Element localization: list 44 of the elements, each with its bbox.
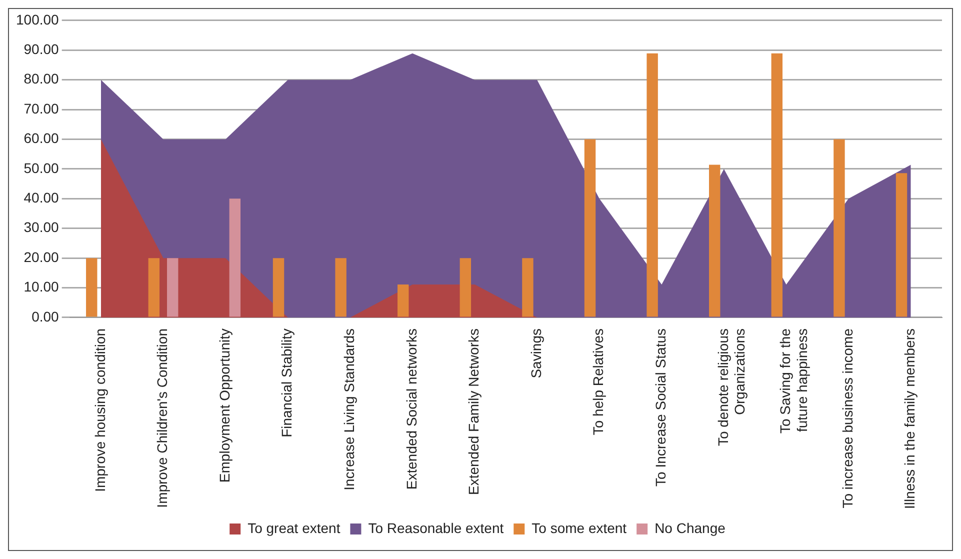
x-tick-label: To help Relatives (590, 328, 606, 436)
x-tick-label: Extended Social networks (403, 328, 420, 490)
x-tick-label: Improve Children's Condition (154, 328, 170, 508)
legend-label: To Reasonable extent (368, 520, 504, 536)
x-tick-label: Employment Opportunity (216, 328, 232, 483)
legend-label: To great extent (248, 520, 340, 536)
bar (522, 258, 534, 317)
x-tick-label: To Increase Social Status (652, 328, 669, 486)
bar (896, 173, 908, 317)
legend-label: To some extent (532, 520, 627, 536)
bar (709, 164, 720, 317)
y-tick-label: 80.00 (24, 70, 60, 87)
bar (646, 53, 658, 317)
bar (335, 258, 346, 317)
x-tick-label: Improve housing condition (92, 328, 108, 492)
x-tick-label: To denote religious Organizations (714, 328, 748, 446)
y-tick-label: 50.00 (24, 160, 60, 176)
y-tick-label: 40.00 (24, 190, 60, 206)
y-tick-label: 70.00 (24, 100, 60, 116)
y-tick-label: 30.00 (24, 219, 60, 236)
bar (229, 198, 241, 317)
x-tick-label: Financial Stability (278, 328, 295, 438)
bar (771, 53, 783, 317)
x-tick-label: Savings (528, 328, 544, 378)
y-tick-label: 90.00 (24, 40, 60, 57)
bar (584, 139, 596, 317)
legend-label: No Change (654, 520, 726, 536)
x-tick-label: To increase business income (839, 328, 856, 508)
bar (167, 258, 178, 317)
bar (148, 258, 160, 317)
y-tick-label: 100.00 (16, 11, 60, 28)
x-tick-label: Illness in the family members (902, 328, 918, 510)
y-tick-label: 0.00 (32, 308, 60, 324)
y-tick-label: 10.00 (24, 278, 60, 295)
y-tick-label: 20.00 (24, 248, 60, 265)
x-tick-label: Increase Living Standards (341, 328, 358, 490)
bar (834, 139, 845, 317)
x-tick-label: To Saving for the future happiness (777, 328, 810, 434)
x-tick-label: Extended Family Networks (466, 328, 482, 496)
bar (398, 284, 409, 317)
y-tick-label: 60.00 (24, 130, 60, 146)
bar (272, 258, 284, 317)
bar (86, 258, 98, 317)
bar (460, 258, 472, 317)
